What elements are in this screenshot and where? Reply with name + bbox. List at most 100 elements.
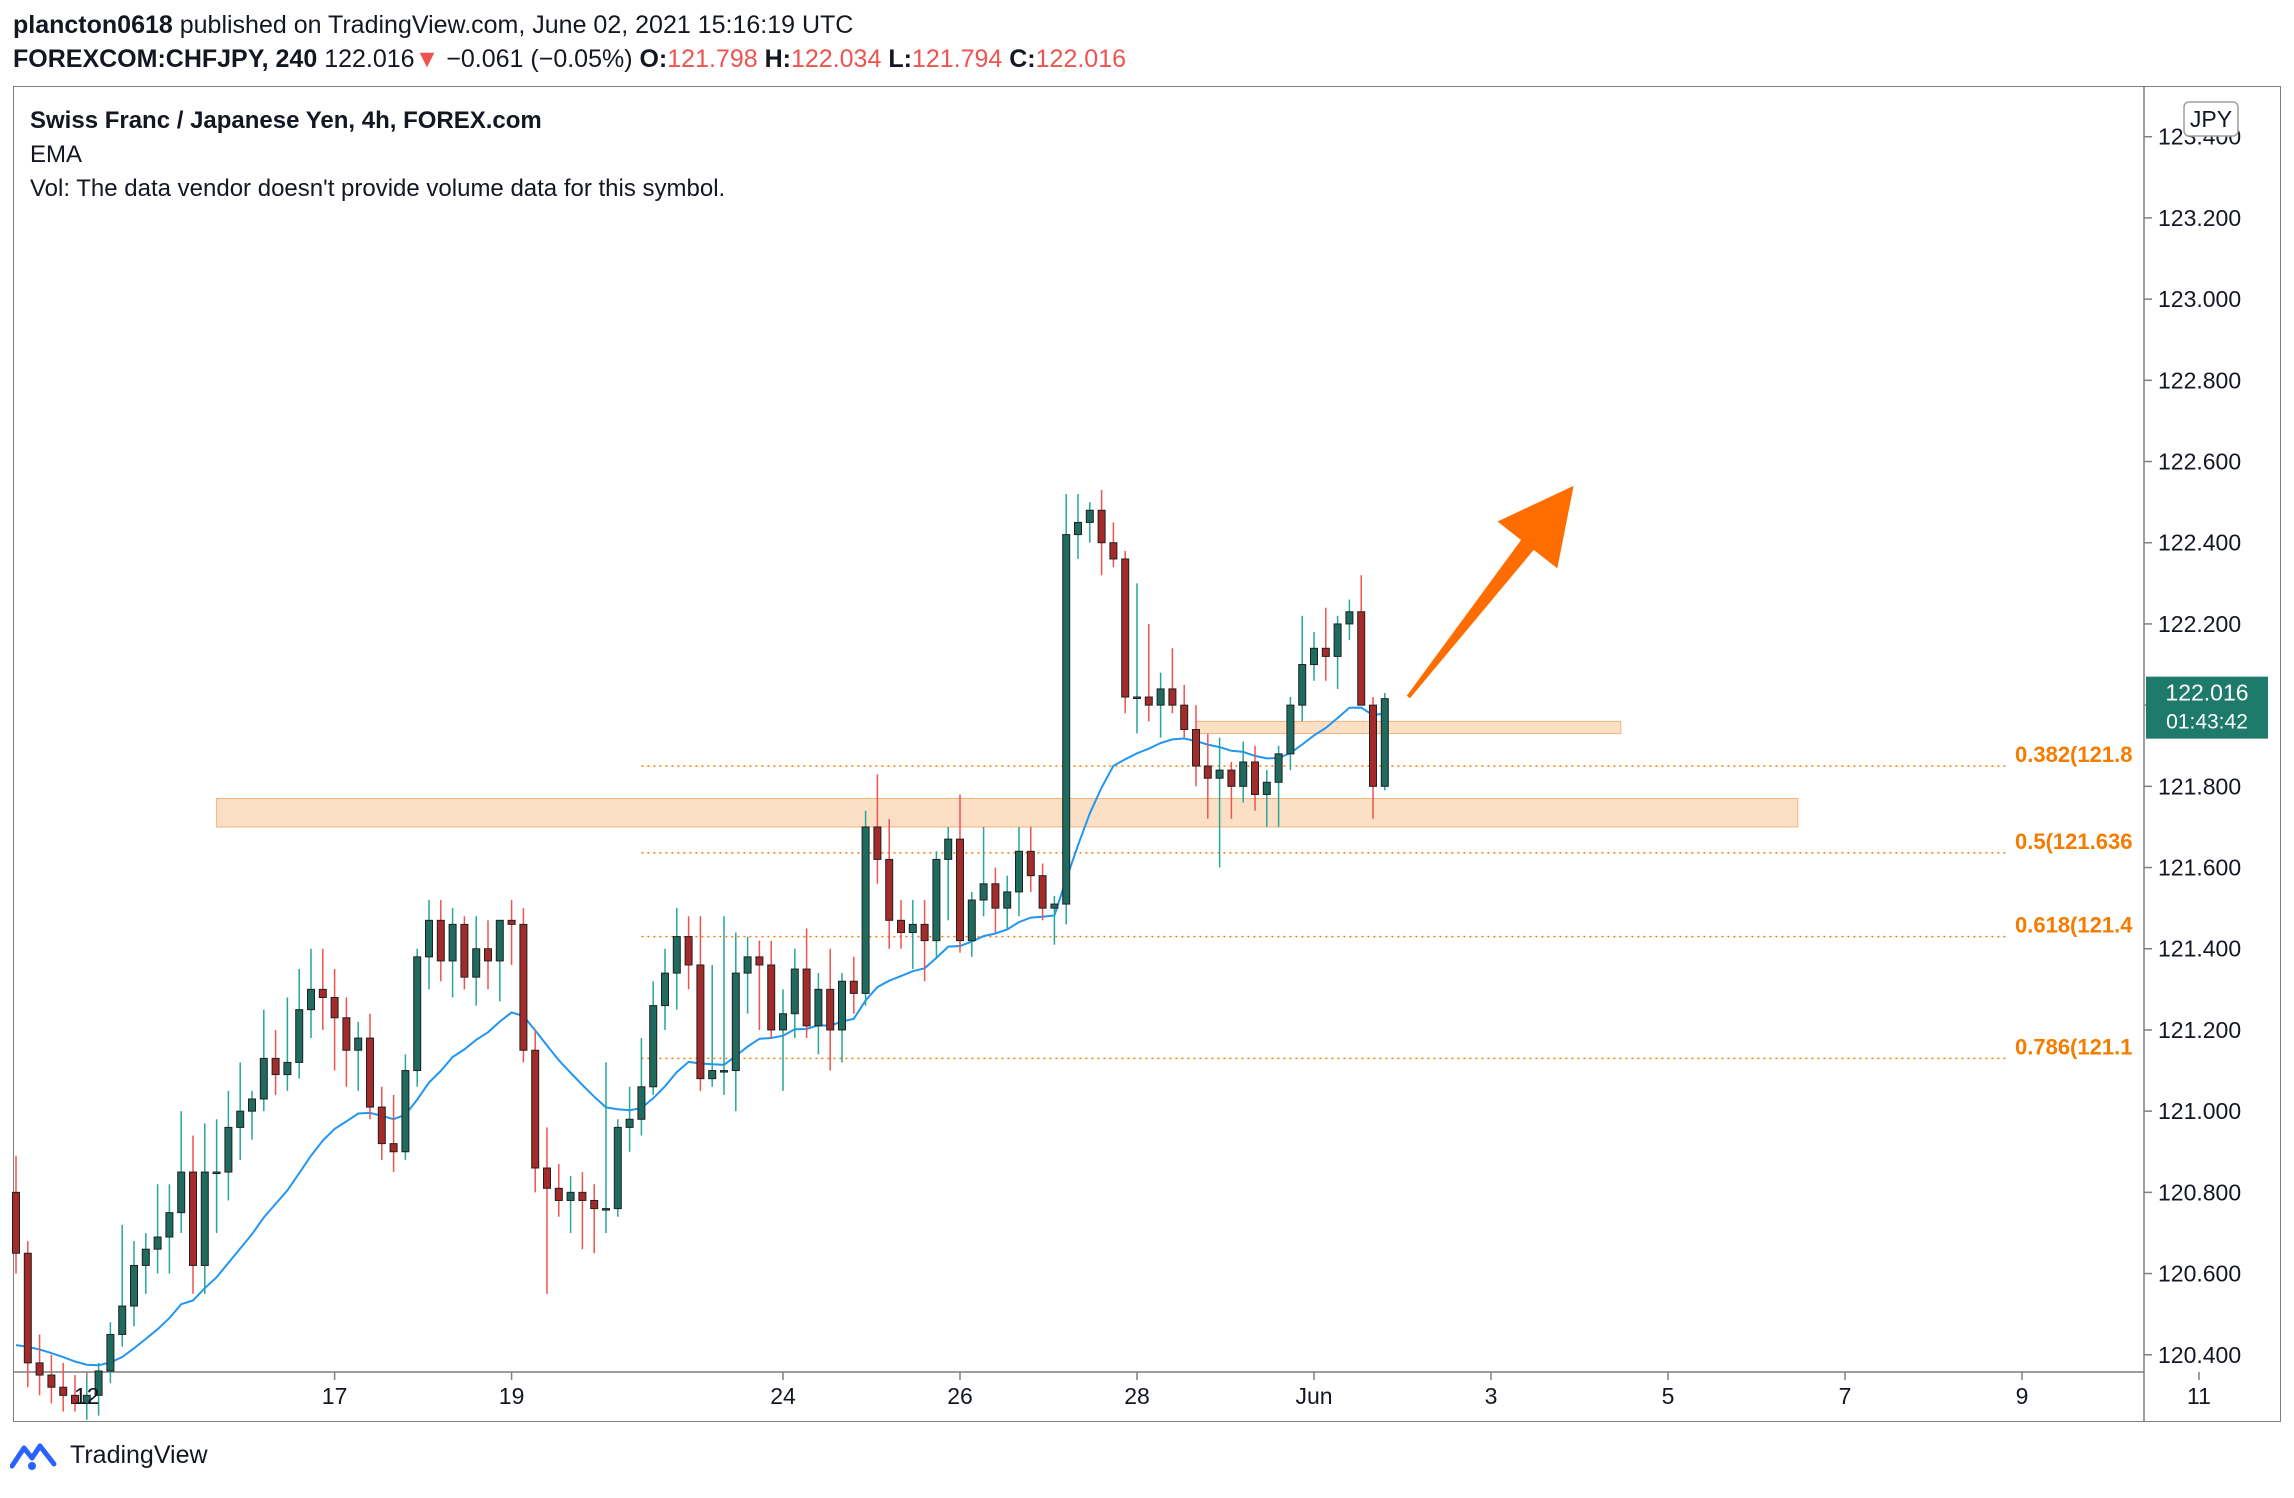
candle-body — [956, 838, 964, 942]
candle-body — [200, 1171, 209, 1266]
price-tick-label: 121.800 — [2158, 773, 2241, 799]
published-info: published on TradingView.com, June 02, 2… — [179, 11, 854, 39]
legend-title[interactable]: Swiss Franc / Japanese Yen, 4h, FOREX.co… — [30, 107, 542, 134]
candle-body — [625, 1118, 634, 1128]
candle — [967, 891, 976, 957]
candle-body — [566, 1191, 575, 1201]
candle-body — [413, 956, 422, 1072]
candle — [897, 900, 905, 949]
candle-body — [1050, 903, 1059, 909]
price-axis[interactable]: 123.400123.200123.000122.800122.600122.4… — [2144, 124, 2241, 1368]
candle — [1227, 761, 1236, 819]
candle-body — [908, 923, 917, 934]
time-tick-label: 9 — [2016, 1383, 2029, 1409]
candle — [779, 989, 787, 1091]
price-tick-label: 121.000 — [2158, 1098, 2241, 1124]
candle — [330, 969, 339, 1071]
candle — [991, 867, 1000, 933]
time-tick-label: 17 — [322, 1383, 348, 1409]
candle-body — [354, 1037, 363, 1051]
candle — [637, 1038, 646, 1136]
candle-body — [1227, 769, 1236, 787]
candle-body — [590, 1199, 599, 1210]
candle-body — [920, 923, 929, 942]
time-tick-label: 24 — [770, 1383, 796, 1409]
candle — [1192, 705, 1200, 787]
candle — [731, 932, 740, 1112]
candle — [507, 900, 516, 965]
candle — [1274, 745, 1283, 827]
time-axis[interactable]: 12 17 19 24 26 28 Jun 3 5 7 9 11 — [74, 1372, 2211, 1409]
candle — [377, 1086, 386, 1160]
price-tick-label: 123.000 — [2158, 286, 2241, 312]
candle — [12, 1155, 20, 1274]
candle-body — [71, 1394, 79, 1404]
candle — [1286, 697, 1295, 771]
candle-body — [12, 1191, 20, 1254]
candle-body — [1215, 769, 1224, 779]
candle-body — [814, 988, 823, 1027]
last-price: 122.016 — [324, 45, 415, 73]
candle — [118, 1224, 127, 1347]
candle-body — [531, 1049, 540, 1169]
price-tag-background — [2146, 676, 2268, 739]
candle-body — [1121, 558, 1130, 698]
candle-body — [342, 1017, 351, 1051]
candles-layer — [12, 489, 1389, 1420]
footer-branding[interactable]: TradingView — [10, 1440, 208, 1470]
candle-body — [460, 923, 469, 978]
candle-body — [743, 956, 752, 974]
currency-button[interactable]: JPY — [2183, 101, 2239, 137]
candle — [578, 1172, 587, 1250]
arrow-layer — [1406, 485, 1574, 699]
candle — [1050, 895, 1059, 945]
candle — [236, 1062, 245, 1160]
legend-indicator[interactable]: EMA — [30, 141, 83, 168]
candle — [1144, 623, 1153, 722]
candle — [1345, 599, 1354, 641]
candle-body — [307, 988, 315, 1011]
zones-layer — [216, 720, 1799, 828]
candle-body — [366, 1037, 374, 1108]
candle — [1380, 692, 1389, 791]
candle — [1251, 745, 1259, 811]
time-tick-label: 28 — [1124, 1383, 1150, 1409]
candle — [94, 1362, 103, 1416]
fib-layer: 0.382(121.8 0.5(121.636 0.618(121.4 0.786(1… — [641, 742, 2133, 1059]
candle — [47, 1354, 56, 1404]
open-value: 121.798 — [667, 45, 758, 73]
candle-body — [94, 1370, 103, 1396]
time-tick-label: 7 — [1839, 1383, 1852, 1409]
price-tick-label: 122.200 — [2158, 611, 2241, 637]
candle-body — [1251, 761, 1259, 795]
author-name[interactable]: plancton0618 — [13, 11, 173, 39]
candle — [625, 1086, 634, 1152]
candle-body — [554, 1187, 563, 1201]
candle — [484, 920, 492, 990]
candle-body — [578, 1191, 587, 1201]
candle-body — [1026, 850, 1035, 877]
candle — [696, 916, 705, 1091]
candle-body — [979, 883, 988, 901]
candle-body — [991, 883, 1000, 909]
candle — [130, 1241, 138, 1327]
candle — [35, 1334, 44, 1396]
candle — [1298, 615, 1307, 722]
candle-body — [1156, 688, 1165, 706]
candle — [1074, 494, 1082, 559]
candle-body — [720, 1070, 728, 1073]
candle-body — [1109, 542, 1118, 560]
candle-body — [47, 1374, 56, 1388]
candle — [82, 1379, 91, 1420]
candle-body — [1298, 664, 1307, 706]
candle-body — [944, 838, 953, 860]
low-label: L: — [888, 45, 912, 73]
support-zone-2 — [1195, 720, 1622, 735]
candle — [590, 1184, 599, 1254]
candle-body — [425, 919, 433, 958]
candle-body — [1133, 696, 1141, 700]
candle — [767, 940, 776, 1039]
time-tick-label: 26 — [947, 1383, 973, 1409]
header-line-2: FOREXCOM:CHFJPY, 240 122.016▼ −0.061 (−0… — [13, 42, 1126, 76]
